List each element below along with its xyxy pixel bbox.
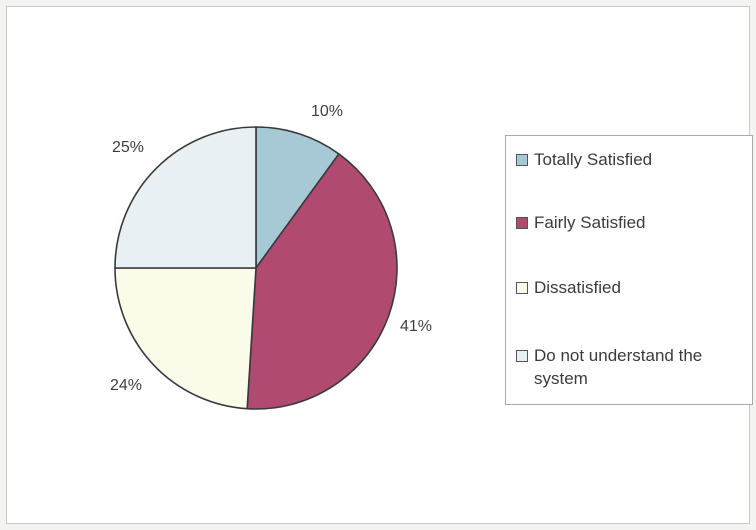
legend-item-dissatisfied: Dissatisfied bbox=[516, 276, 752, 299]
legend: Totally Satisfied Fairly Satisfied Dissa… bbox=[505, 135, 753, 405]
legend-swatch-dissatisfied bbox=[516, 282, 528, 294]
legend-label: Fairly Satisfied bbox=[534, 213, 646, 232]
pie-slice-dissatisfied bbox=[114, 267, 257, 410]
pie-percent-label: 24% bbox=[110, 377, 142, 394]
pie-percent-label: 25% bbox=[112, 139, 144, 156]
pie-slice-do-not-understand-the-system bbox=[114, 126, 257, 269]
legend-item-do-not-understand: Do not understand the system bbox=[516, 344, 752, 390]
legend-label: Dissatisfied bbox=[534, 278, 621, 297]
pie-percent-label: 10% bbox=[311, 103, 343, 120]
legend-label: Totally Satisfied bbox=[534, 150, 653, 169]
legend-item-totally-satisfied: Totally Satisfied bbox=[516, 148, 752, 171]
pie-slice-fairly-satisfied bbox=[246, 153, 398, 410]
pie-percent-label: 41% bbox=[400, 318, 432, 335]
legend-label: Do not understand the system bbox=[534, 346, 703, 388]
legend-swatch-do-not-understand bbox=[516, 350, 528, 362]
pie-slice-totally-satisfied bbox=[255, 126, 340, 269]
legend-swatch-totally-satisfied bbox=[516, 154, 528, 166]
pie-labels: 10% 41% 24% 25% bbox=[110, 103, 432, 394]
pie-slices bbox=[114, 126, 398, 410]
legend-item-fairly-satisfied: Fairly Satisfied bbox=[516, 211, 752, 234]
legend-swatch-fairly-satisfied bbox=[516, 217, 528, 229]
